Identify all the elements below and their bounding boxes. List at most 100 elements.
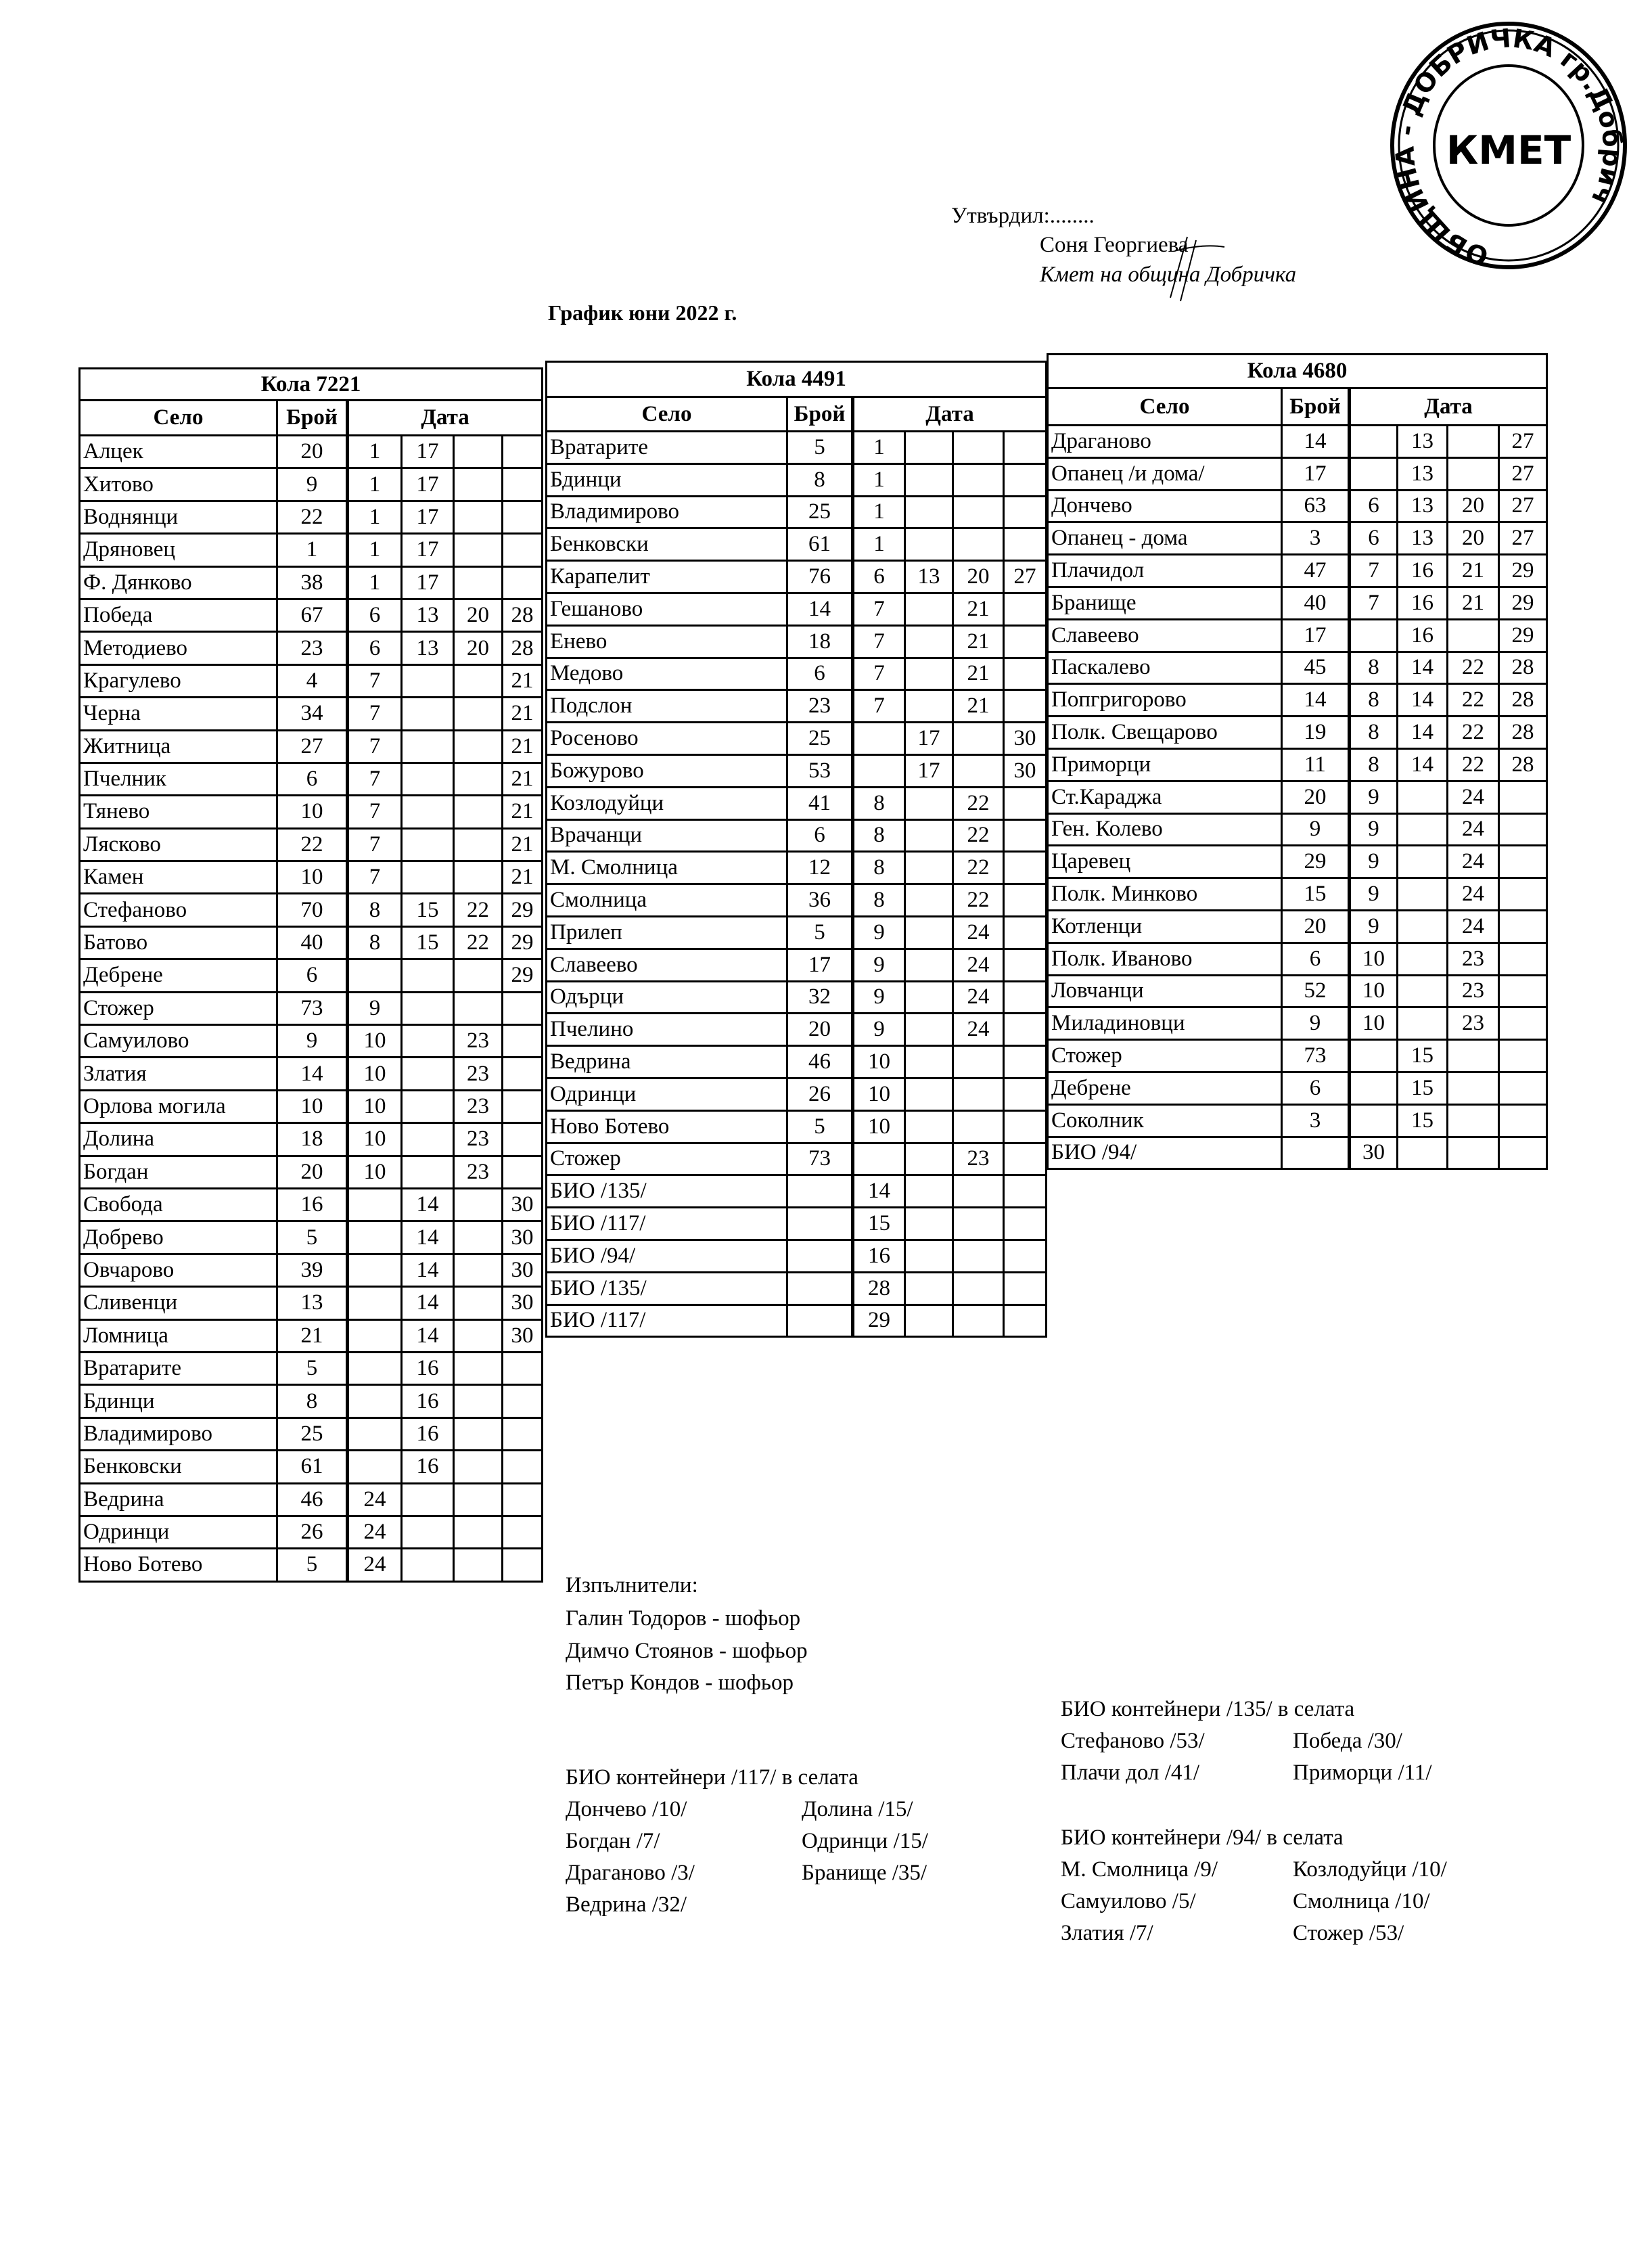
village-cell: Воднянци <box>78 499 278 535</box>
date-cell: 28 <box>501 597 544 633</box>
count-cell: 25 <box>276 1416 349 1452</box>
date-cell: 29 <box>852 1303 906 1338</box>
date-cell: 16 <box>400 1351 455 1386</box>
date-cell: 20 <box>453 597 503 633</box>
date-cell <box>904 1271 954 1306</box>
village-cell: БИО /94/ <box>1047 1135 1283 1171</box>
table-row: Гешаново 14 7 21 <box>545 591 1048 627</box>
date-cell <box>1002 1174 1048 1209</box>
date-cell <box>1497 779 1548 815</box>
date-cell: 7 <box>852 689 906 724</box>
date-cell <box>501 1547 544 1583</box>
table-row: Бенковски 61 16 <box>78 1449 544 1484</box>
date-column-header: Дата <box>1348 387 1548 426</box>
date-cell: 20 <box>1446 489 1500 524</box>
executor-item: Димчо Стоянов - шофьор <box>566 1639 808 1663</box>
date-cell: 22 <box>952 818 1005 853</box>
table-row: Крагулево 4 7 21 <box>78 663 544 699</box>
table-row: Одърци 32 9 24 <box>545 980 1048 1015</box>
date-cell <box>346 1252 403 1288</box>
date-cell: 30 <box>1002 753 1048 788</box>
stamp-center-text: КМЕТ <box>1446 127 1571 173</box>
table-row: Опанец - дома 3 6 13 20 27 <box>1047 521 1548 556</box>
bio-135-item: Приморци /11/ <box>1293 1761 1432 1785</box>
village-cell: Полк. Свещарово <box>1047 715 1283 750</box>
count-cell: 21 <box>276 1318 349 1353</box>
date-cell: 8 <box>1348 650 1398 685</box>
count-column-header: Брой <box>276 399 349 436</box>
table-row: Божурово 53 17 30 <box>545 753 1048 788</box>
date-cell <box>1002 1045 1048 1079</box>
date-cell <box>501 1384 544 1419</box>
bio-94-item: Стожер /53/ <box>1293 1921 1404 1945</box>
village-cell: Методиево <box>78 631 278 666</box>
date-cell <box>453 663 503 699</box>
table-row: Ново Ботево 5 24 <box>78 1547 544 1583</box>
date-cell: 24 <box>1446 877 1500 911</box>
date-cell <box>1396 779 1448 815</box>
count-cell <box>1281 1135 1351 1171</box>
date-cell: 24 <box>346 1482 403 1517</box>
village-cell: Стожер <box>1047 1039 1283 1073</box>
executor-item: Галин Тодоров - шофьор <box>566 1606 801 1631</box>
date-cell: 8 <box>852 818 906 853</box>
municipal-stamp: ОБЩИНА - ДОБРИЧКА гр.Добрич КМЕТ <box>1390 22 1628 271</box>
bio-135-item: Победа /30/ <box>1293 1729 1402 1753</box>
village-cell: БИО /94/ <box>545 1238 788 1273</box>
count-cell: 3 <box>1281 1103 1351 1138</box>
table-row: Миладиновци 9 10 23 <box>1047 1006 1548 1041</box>
date-cell: 7 <box>1348 553 1398 588</box>
count-cell: 45 <box>1281 650 1351 685</box>
date-cell <box>1002 915 1048 950</box>
table-row: Паскалево 45 8 14 22 28 <box>1047 650 1548 685</box>
table-row: Добрево 5 14 30 <box>78 1220 544 1255</box>
table-row: Самуилово 9 10 23 <box>78 1024 544 1059</box>
date-cell: 14 <box>1396 683 1448 718</box>
date-cell: 22 <box>952 850 1005 886</box>
count-cell: 14 <box>276 1056 349 1091</box>
date-cell <box>453 860 503 895</box>
date-cell <box>501 991 544 1026</box>
table-row: Полк. Свещарово 19 8 14 22 28 <box>1047 715 1548 750</box>
date-cell: 15 <box>1396 1103 1448 1138</box>
date-cell <box>346 1384 403 1419</box>
count-cell: 13 <box>276 1286 349 1321</box>
date-cell <box>1002 1271 1048 1306</box>
count-cell: 29 <box>1281 844 1351 880</box>
date-cell <box>1446 1135 1500 1171</box>
date-cell <box>952 753 1005 788</box>
date-cell <box>1446 618 1500 653</box>
table-row: Приморци 11 8 14 22 28 <box>1047 747 1548 782</box>
date-cell: 16 <box>1396 585 1448 620</box>
table-row: Карапелит 76 6 13 20 27 <box>545 560 1048 594</box>
date-cell: 29 <box>1497 553 1548 588</box>
date-cell <box>501 565 544 600</box>
date-cell <box>904 915 954 950</box>
date-cell <box>1446 1070 1500 1106</box>
date-cell: 21 <box>952 591 1005 627</box>
village-cell: Победа <box>78 597 278 633</box>
table-row: Бенковски 61 1 <box>545 527 1048 562</box>
date-cell <box>346 958 403 993</box>
bio-117-item: Ведрина /32/ <box>566 1892 687 1917</box>
date-cell <box>1348 618 1398 653</box>
date-cell: 24 <box>1446 909 1500 944</box>
date-cell <box>1348 424 1398 459</box>
date-cell: 24 <box>1446 844 1500 880</box>
date-cell <box>852 1141 906 1177</box>
village-cell: Вратарите <box>545 430 788 465</box>
village-cell: Гешаново <box>545 591 788 627</box>
date-cell <box>904 656 954 691</box>
date-cell <box>904 818 954 853</box>
date-cell <box>501 434 544 470</box>
date-cell <box>1002 591 1048 627</box>
count-column-header: Брой <box>1281 387 1351 426</box>
table-row: Хитово 9 1 17 <box>78 467 544 502</box>
village-cell: Стожер <box>78 991 278 1026</box>
date-cell: 14 <box>852 1174 906 1209</box>
date-cell: 14 <box>400 1252 455 1288</box>
date-cell: 24 <box>1446 812 1500 847</box>
table-row: Дебрене 6 15 <box>1047 1070 1548 1106</box>
date-cell <box>346 1449 403 1484</box>
count-cell: 25 <box>786 721 854 756</box>
